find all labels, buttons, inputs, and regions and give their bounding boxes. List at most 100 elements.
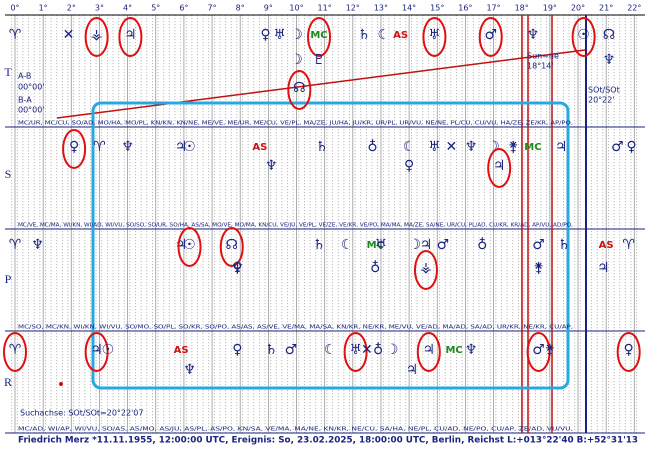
note: Suchachse: SOt/SOt=20°22'07	[20, 409, 143, 418]
glyph: ♆	[465, 342, 478, 358]
row-letter: P	[5, 272, 12, 286]
row-letter: S	[5, 167, 12, 181]
glyph: ☉	[102, 342, 115, 358]
scale-label: 17°	[486, 4, 500, 13]
glyph: ♅	[428, 139, 441, 155]
glyph: ♄	[313, 237, 326, 253]
glyph: ♅	[273, 27, 286, 43]
highlight-ring	[84, 17, 109, 57]
glyph: ♅	[375, 237, 388, 253]
glyph: ♃	[406, 362, 419, 378]
scale-label: 21°	[599, 4, 613, 13]
glyph: MC	[445, 345, 462, 356]
note: Sun=ne	[527, 52, 559, 61]
glyph: ♀	[232, 342, 242, 358]
glyph: ♂	[484, 27, 497, 43]
glyph: ✕	[445, 139, 457, 155]
glyph: ♄	[316, 139, 329, 155]
glyph: ♂	[285, 342, 298, 358]
highlight-ring	[616, 332, 641, 372]
glyph: ✕	[361, 342, 373, 358]
glyph: ♇	[313, 52, 326, 68]
glyph: ♈	[622, 237, 635, 253]
glyph: ♀	[404, 158, 414, 174]
glyph: ⚶	[420, 260, 432, 276]
highlight-box	[91, 101, 570, 390]
glyph: ♀	[626, 139, 636, 155]
row-letter: T	[4, 65, 12, 79]
glyph: ♆	[603, 52, 616, 68]
glyph: ♆	[465, 139, 478, 155]
glyph: ♁	[370, 260, 380, 276]
highlight-ring	[118, 17, 143, 57]
glyph: ♈	[9, 237, 22, 253]
highlight-ring	[487, 148, 512, 188]
midpoints: MC/SO, MC/KN, WI/KN, WI/VU, SO/MO, SO/PL…	[18, 325, 573, 331]
scale-label: 0°	[10, 4, 19, 13]
glyph: ♂	[532, 237, 545, 253]
footer: Friedrich Merz *11.11.1955, 12:00:00 UTC…	[18, 436, 638, 446]
note: 00°00'	[18, 83, 45, 92]
glyph: ♁	[477, 237, 487, 253]
glyph: ♃	[493, 158, 506, 174]
scale-label: 8°	[236, 4, 245, 13]
glyph: ☊	[226, 237, 238, 253]
glyph: AS	[599, 240, 614, 251]
highlight-ring	[307, 17, 332, 57]
glyph: ♂	[437, 237, 450, 253]
glyph: ☾	[324, 342, 337, 358]
scale-label: 11°	[318, 4, 332, 13]
midpoints: MC/AD, WI/AP, WI/VU, SO/AS, AS/MO, AS/JU…	[18, 427, 573, 433]
glyph: AS	[252, 142, 267, 153]
glyph: ♅	[349, 342, 362, 358]
glyph: ☾	[377, 27, 390, 43]
glyph: ☾	[341, 237, 354, 253]
glyph: AS	[393, 30, 408, 41]
glyph: MC	[310, 30, 327, 41]
glyph: ♃	[597, 260, 610, 276]
diagonal	[56, 49, 586, 119]
glyph: ♃	[124, 27, 137, 43]
note: 18°14'	[527, 62, 554, 71]
glyph: ♆	[183, 362, 196, 378]
glyph: ♁	[367, 139, 377, 155]
glyph: ⚵	[508, 139, 518, 155]
glyph: ☉	[577, 27, 590, 43]
scale-label: 6°	[179, 4, 188, 13]
highlight-ring	[422, 17, 447, 57]
scale-label: 14°	[402, 4, 416, 13]
note: A-B	[18, 72, 31, 81]
scale-label: 2°	[67, 4, 76, 13]
glyph: ☾	[403, 139, 416, 155]
note: 20°22'	[588, 96, 615, 105]
scale-label: 12°	[346, 4, 360, 13]
scale-label: 3°	[95, 4, 104, 13]
scale-label: 9°	[264, 4, 273, 13]
scale-label: 20°	[571, 4, 585, 13]
glyph: ☽	[386, 342, 399, 358]
glyph: ♈	[9, 27, 22, 43]
glyph: ♆	[121, 139, 134, 155]
scale-label: 18°	[515, 4, 529, 13]
highlight-ring	[526, 332, 551, 372]
glyph: ☽	[290, 52, 303, 68]
highlight-ring	[478, 17, 503, 57]
glyph: ⚶	[91, 27, 103, 43]
glyph: ☉	[183, 139, 196, 155]
glyph: ♆	[527, 27, 540, 43]
glyph: ☉	[183, 237, 196, 253]
scale-label: 1°	[39, 4, 48, 13]
highlight-ring	[413, 250, 438, 290]
glyph: ♃	[90, 342, 103, 358]
glyph: ♈	[93, 139, 106, 155]
glyph: ♀	[69, 139, 79, 155]
scale-label: 4°	[123, 4, 132, 13]
glyph: ⚵	[545, 342, 555, 358]
scale-label: 5°	[151, 4, 160, 13]
glyph: ♄	[265, 342, 278, 358]
scale-label: 16°	[458, 4, 472, 13]
scale-label: 10°	[289, 4, 303, 13]
highlight-ring	[3, 332, 27, 372]
note: B-A	[18, 96, 32, 105]
